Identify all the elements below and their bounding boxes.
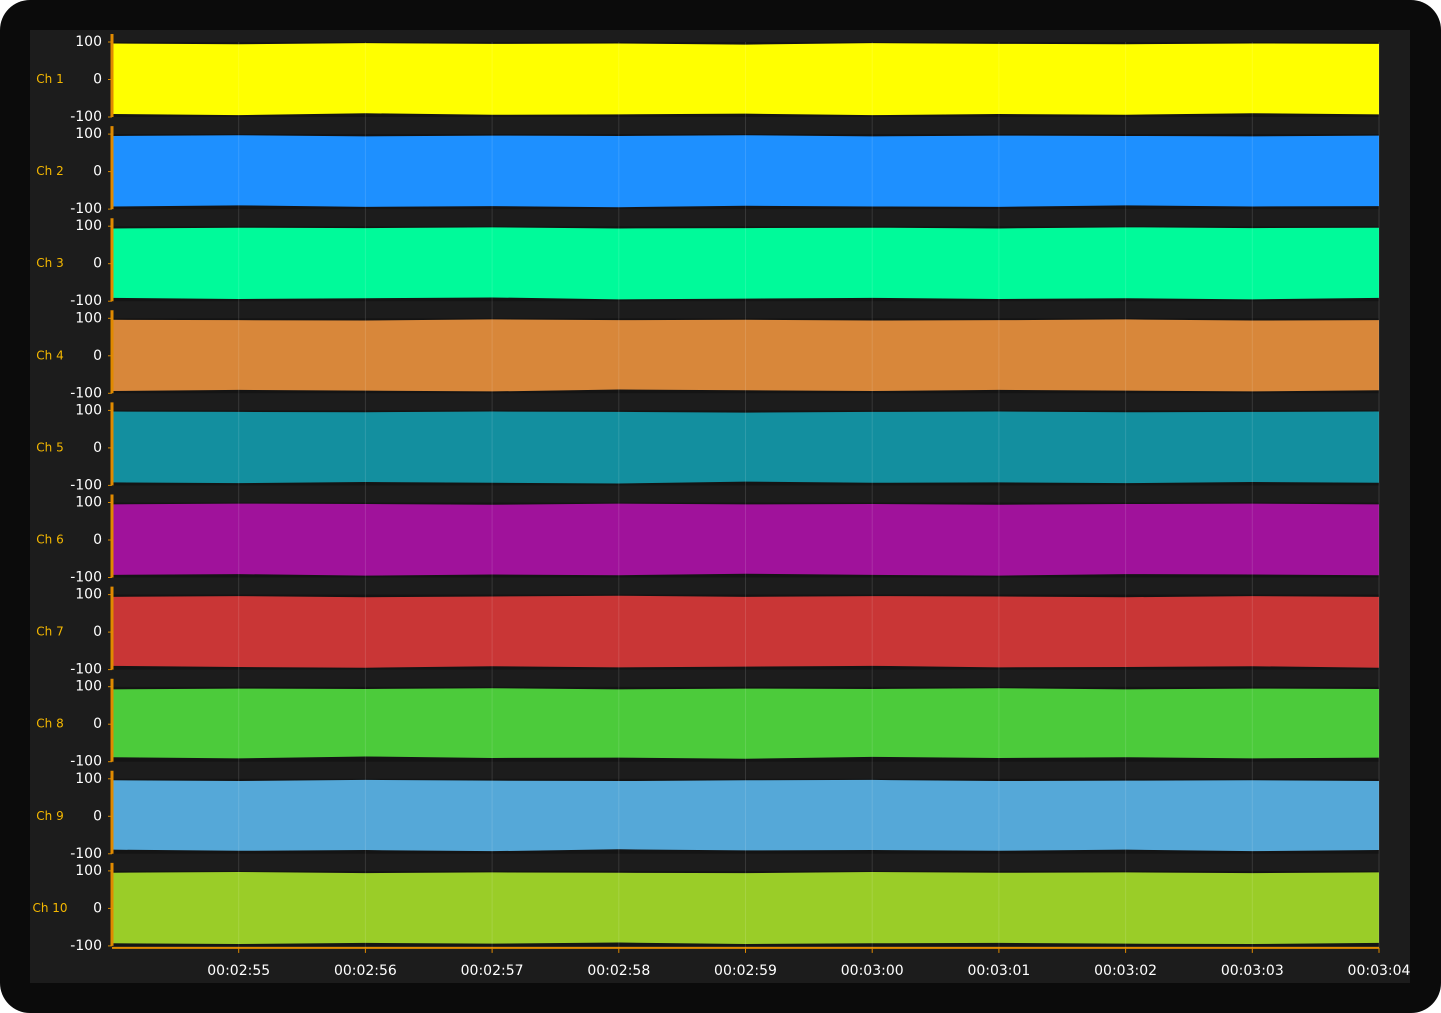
y-tick-label: 0: [93, 164, 102, 180]
y-tick-label: -100: [70, 846, 102, 862]
y-tick-label: -100: [70, 662, 102, 678]
y-tick-label: 0: [93, 72, 102, 88]
x-tick-label: 00:02:58: [587, 963, 650, 979]
y-tick-label: 100: [75, 126, 102, 142]
signal-band: [112, 411, 1379, 484]
y-tick-label: 0: [93, 532, 102, 548]
channel-label: Ch 7: [36, 625, 63, 639]
y-tick-label: 100: [75, 771, 102, 787]
y-tick-label: -100: [70, 477, 102, 493]
y-tick-label: 100: [75, 34, 102, 50]
signal-band: [112, 779, 1379, 852]
x-tick-label: 00:03:02: [1094, 963, 1157, 979]
signal-band: [112, 319, 1379, 392]
channel-label: Ch 8: [36, 717, 63, 731]
signal-band: [112, 135, 1379, 208]
y-tick-label: 0: [93, 348, 102, 364]
x-tick-label: 00:02:55: [207, 963, 270, 979]
y-tick-label: -100: [70, 385, 102, 401]
y-tick-label: 0: [93, 440, 102, 456]
y-tick-label: -100: [70, 754, 102, 770]
channel-label: Ch 5: [36, 440, 63, 454]
x-tick-label: 00:03:01: [967, 963, 1030, 979]
x-tick-label: 00:02:57: [461, 963, 524, 979]
signal-band: [112, 43, 1379, 116]
y-tick-label: 0: [93, 716, 102, 732]
y-tick-label: 0: [93, 808, 102, 824]
signal-band: [112, 595, 1379, 668]
y-tick-label: 0: [93, 256, 102, 272]
channel-label: Ch 3: [36, 256, 63, 270]
y-tick-label: -100: [70, 109, 102, 125]
y-tick-label: 100: [75, 587, 102, 603]
channel-label: Ch 4: [36, 348, 63, 362]
y-tick-label: 100: [75, 218, 102, 234]
y-tick-label: 0: [93, 900, 102, 916]
channel-label: Ch 10: [32, 901, 67, 915]
x-tick-label: 00:02:56: [334, 963, 397, 979]
y-tick-label: -100: [70, 938, 102, 954]
y-tick-label: 0: [93, 624, 102, 640]
signal-band: [112, 503, 1379, 576]
channel-label: Ch 1: [36, 72, 63, 86]
y-tick-label: 100: [75, 310, 102, 326]
y-tick-label: -100: [70, 570, 102, 586]
x-tick-label: 00:03:00: [841, 963, 904, 979]
y-tick-label: 100: [75, 863, 102, 879]
signal-band: [112, 227, 1379, 300]
channel-label: Ch 2: [36, 164, 63, 178]
y-tick-label: 100: [75, 679, 102, 695]
y-tick-label: 100: [75, 495, 102, 511]
signal-band: [112, 872, 1379, 945]
x-tick-label: 00:03:03: [1221, 963, 1284, 979]
y-tick-label: -100: [70, 293, 102, 309]
x-tick-label: 00:02:59: [714, 963, 777, 979]
y-tick-label: -100: [70, 201, 102, 217]
channel-label: Ch 9: [36, 809, 63, 823]
channel-label: Ch 6: [36, 533, 63, 547]
signal-band: [112, 688, 1379, 759]
x-tick-label: 00:03:04: [1348, 963, 1411, 979]
y-tick-label: 100: [75, 402, 102, 418]
